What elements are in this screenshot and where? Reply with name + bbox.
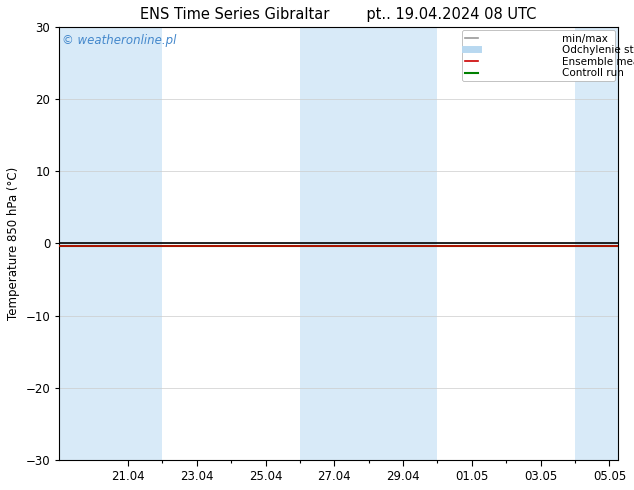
Text: © weatheronline.pl: © weatheronline.pl [62, 34, 176, 47]
Bar [59, 27, 162, 460]
Legend: min/max, Odchylenie standardowe, Ensemble mean run, Controll run: min/max, Odchylenie standardowe, Ensembl… [462, 30, 615, 81]
Title: ENS Time Series Gibraltar        pt.. 19.04.2024 08 UTC: ENS Time Series Gibraltar pt.. 19.04.202… [141, 7, 537, 22]
Bar [300, 27, 437, 460]
Y-axis label: Temperature 850 hPa (°C): Temperature 850 hPa (°C) [7, 167, 20, 320]
Bar [575, 27, 618, 460]
